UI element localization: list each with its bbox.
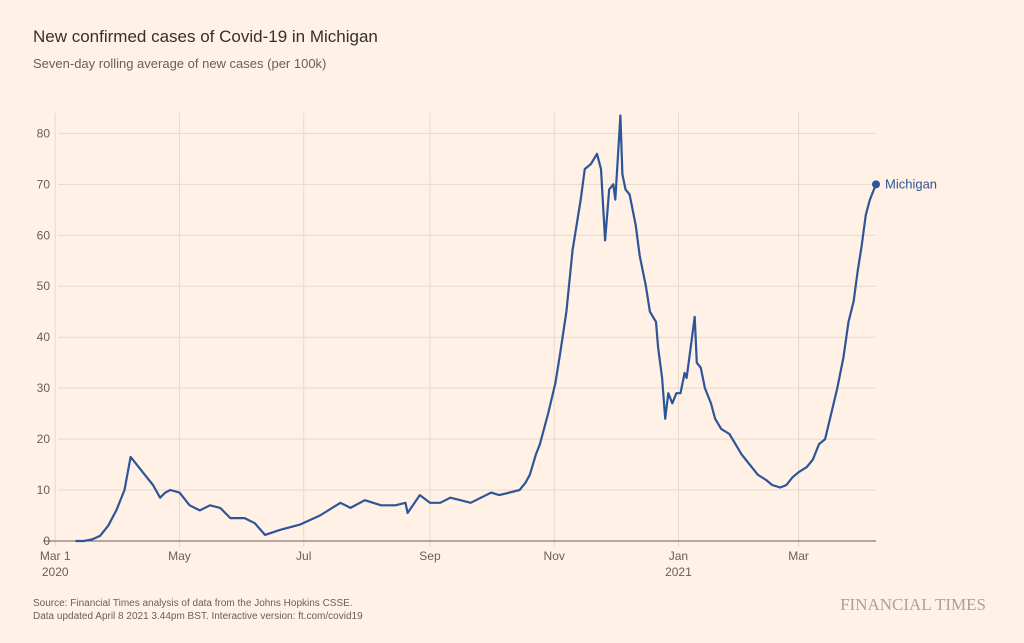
y-tick-label: 20	[37, 432, 51, 446]
x-tick-label: Mar 1	[40, 549, 71, 563]
x-tick-label: Jul	[296, 549, 311, 563]
x-tick-label: Sep	[419, 549, 441, 563]
chart-subtitle: Seven-day rolling average of new cases (…	[33, 56, 326, 71]
x-tick-label: Jan	[669, 549, 688, 563]
y-tick-label: 70	[37, 177, 51, 191]
y-tick-label: 50	[37, 279, 51, 293]
series-line	[75, 114, 878, 543]
y-tick-label: 40	[37, 330, 51, 344]
brand: FINANCIAL TIMES	[840, 595, 986, 614]
series-label: Michigan	[885, 176, 937, 191]
chart-title: New confirmed cases of Covid-19 in Michi…	[33, 27, 378, 46]
y-tick-label: 60	[37, 228, 51, 242]
end-point	[872, 180, 880, 189]
y-tick-label: 80	[37, 126, 51, 140]
x-tick-label: Nov	[544, 549, 565, 563]
note: Data updated April 8 2021 3.44pm BST. In…	[33, 611, 363, 622]
x-tick-label: Mar	[788, 549, 809, 563]
x-tick-label: May	[168, 549, 191, 563]
y-tick-label: 10	[37, 483, 51, 497]
source: Source: Financial Times analysis of data…	[33, 598, 353, 609]
x-tick-year: 2020	[42, 565, 69, 579]
x-tick-year: 2021	[665, 565, 692, 579]
y-tick-label: 30	[37, 381, 51, 395]
